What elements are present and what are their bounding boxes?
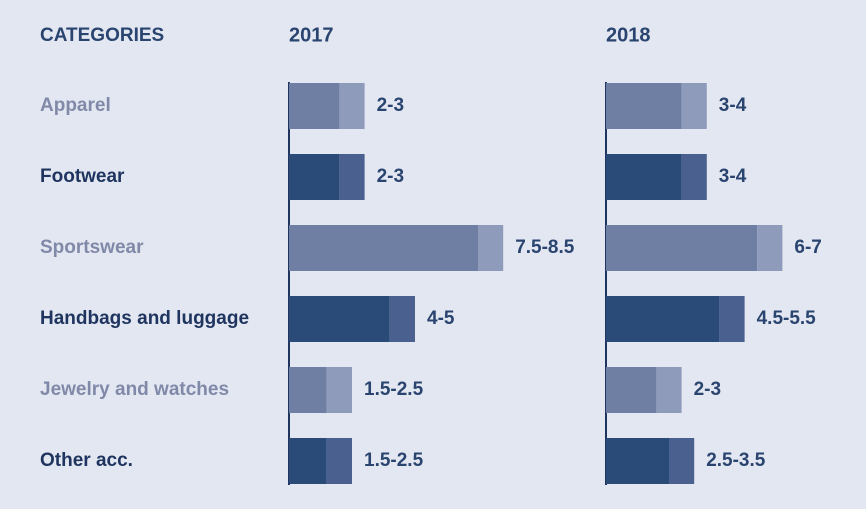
bar-base-2017 [289, 154, 340, 200]
bar-base-2017 [289, 367, 327, 413]
category-label: Jewelry and watches [40, 379, 229, 400]
categories-header: CATEGORIES [40, 25, 164, 46]
bar-range-2017 [326, 367, 352, 413]
bar-range-2017 [389, 296, 415, 342]
category-label: Footwear [40, 166, 125, 187]
category-label: Other acc. [40, 450, 133, 471]
value-label-2017: 2-3 [377, 95, 404, 116]
bar-range-2018 [719, 296, 745, 342]
value-label-2018: 2-3 [694, 379, 721, 400]
value-label-2017: 2-3 [377, 166, 404, 187]
bar-base-2017 [289, 438, 327, 484]
bar-range-2018 [681, 154, 707, 200]
bar-range-2017 [339, 154, 365, 200]
bar-range-2017 [326, 438, 352, 484]
series-header-2017: 2017 [289, 24, 334, 46]
bar-range-2018 [656, 367, 682, 413]
value-label-2018: 3-4 [719, 166, 747, 187]
value-label-2018: 6-7 [794, 237, 821, 258]
bar-range-2018 [757, 225, 783, 271]
value-label-2017: 7.5-8.5 [515, 237, 575, 258]
category-label: Apparel [40, 95, 111, 116]
bar-base-2018 [606, 83, 682, 129]
category-label: Sportswear [40, 237, 144, 258]
series-header-2018: 2018 [606, 24, 651, 46]
bar-range-2017 [339, 83, 365, 129]
value-label-2018: 2.5-3.5 [706, 450, 766, 471]
bar-base-2017 [289, 225, 478, 271]
bar-base-2018 [606, 225, 758, 271]
value-label-2017: 1.5-2.5 [364, 450, 424, 471]
bar-base-2018 [606, 296, 720, 342]
bar-base-2017 [289, 83, 340, 129]
bar-range-2018 [669, 438, 695, 484]
bar-base-2018 [606, 154, 682, 200]
bar-base-2018 [606, 438, 669, 484]
category-label: Handbags and luggage [40, 308, 249, 329]
value-label-2018: 4.5-5.5 [757, 308, 817, 329]
bar-range-2017 [478, 225, 504, 271]
value-label-2017: 4-5 [427, 308, 455, 329]
bar-base-2017 [289, 296, 390, 342]
value-label-2017: 1.5-2.5 [364, 379, 424, 400]
bar-range-2018 [681, 83, 707, 129]
value-label-2018: 3-4 [719, 95, 747, 116]
bar-base-2018 [606, 367, 657, 413]
